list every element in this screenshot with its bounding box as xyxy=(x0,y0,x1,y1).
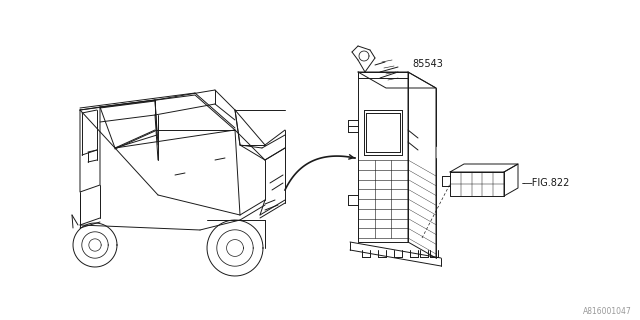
Text: 85543: 85543 xyxy=(412,59,443,69)
Text: A816001047: A816001047 xyxy=(583,308,632,316)
Text: —FIG.822: —FIG.822 xyxy=(523,178,570,188)
